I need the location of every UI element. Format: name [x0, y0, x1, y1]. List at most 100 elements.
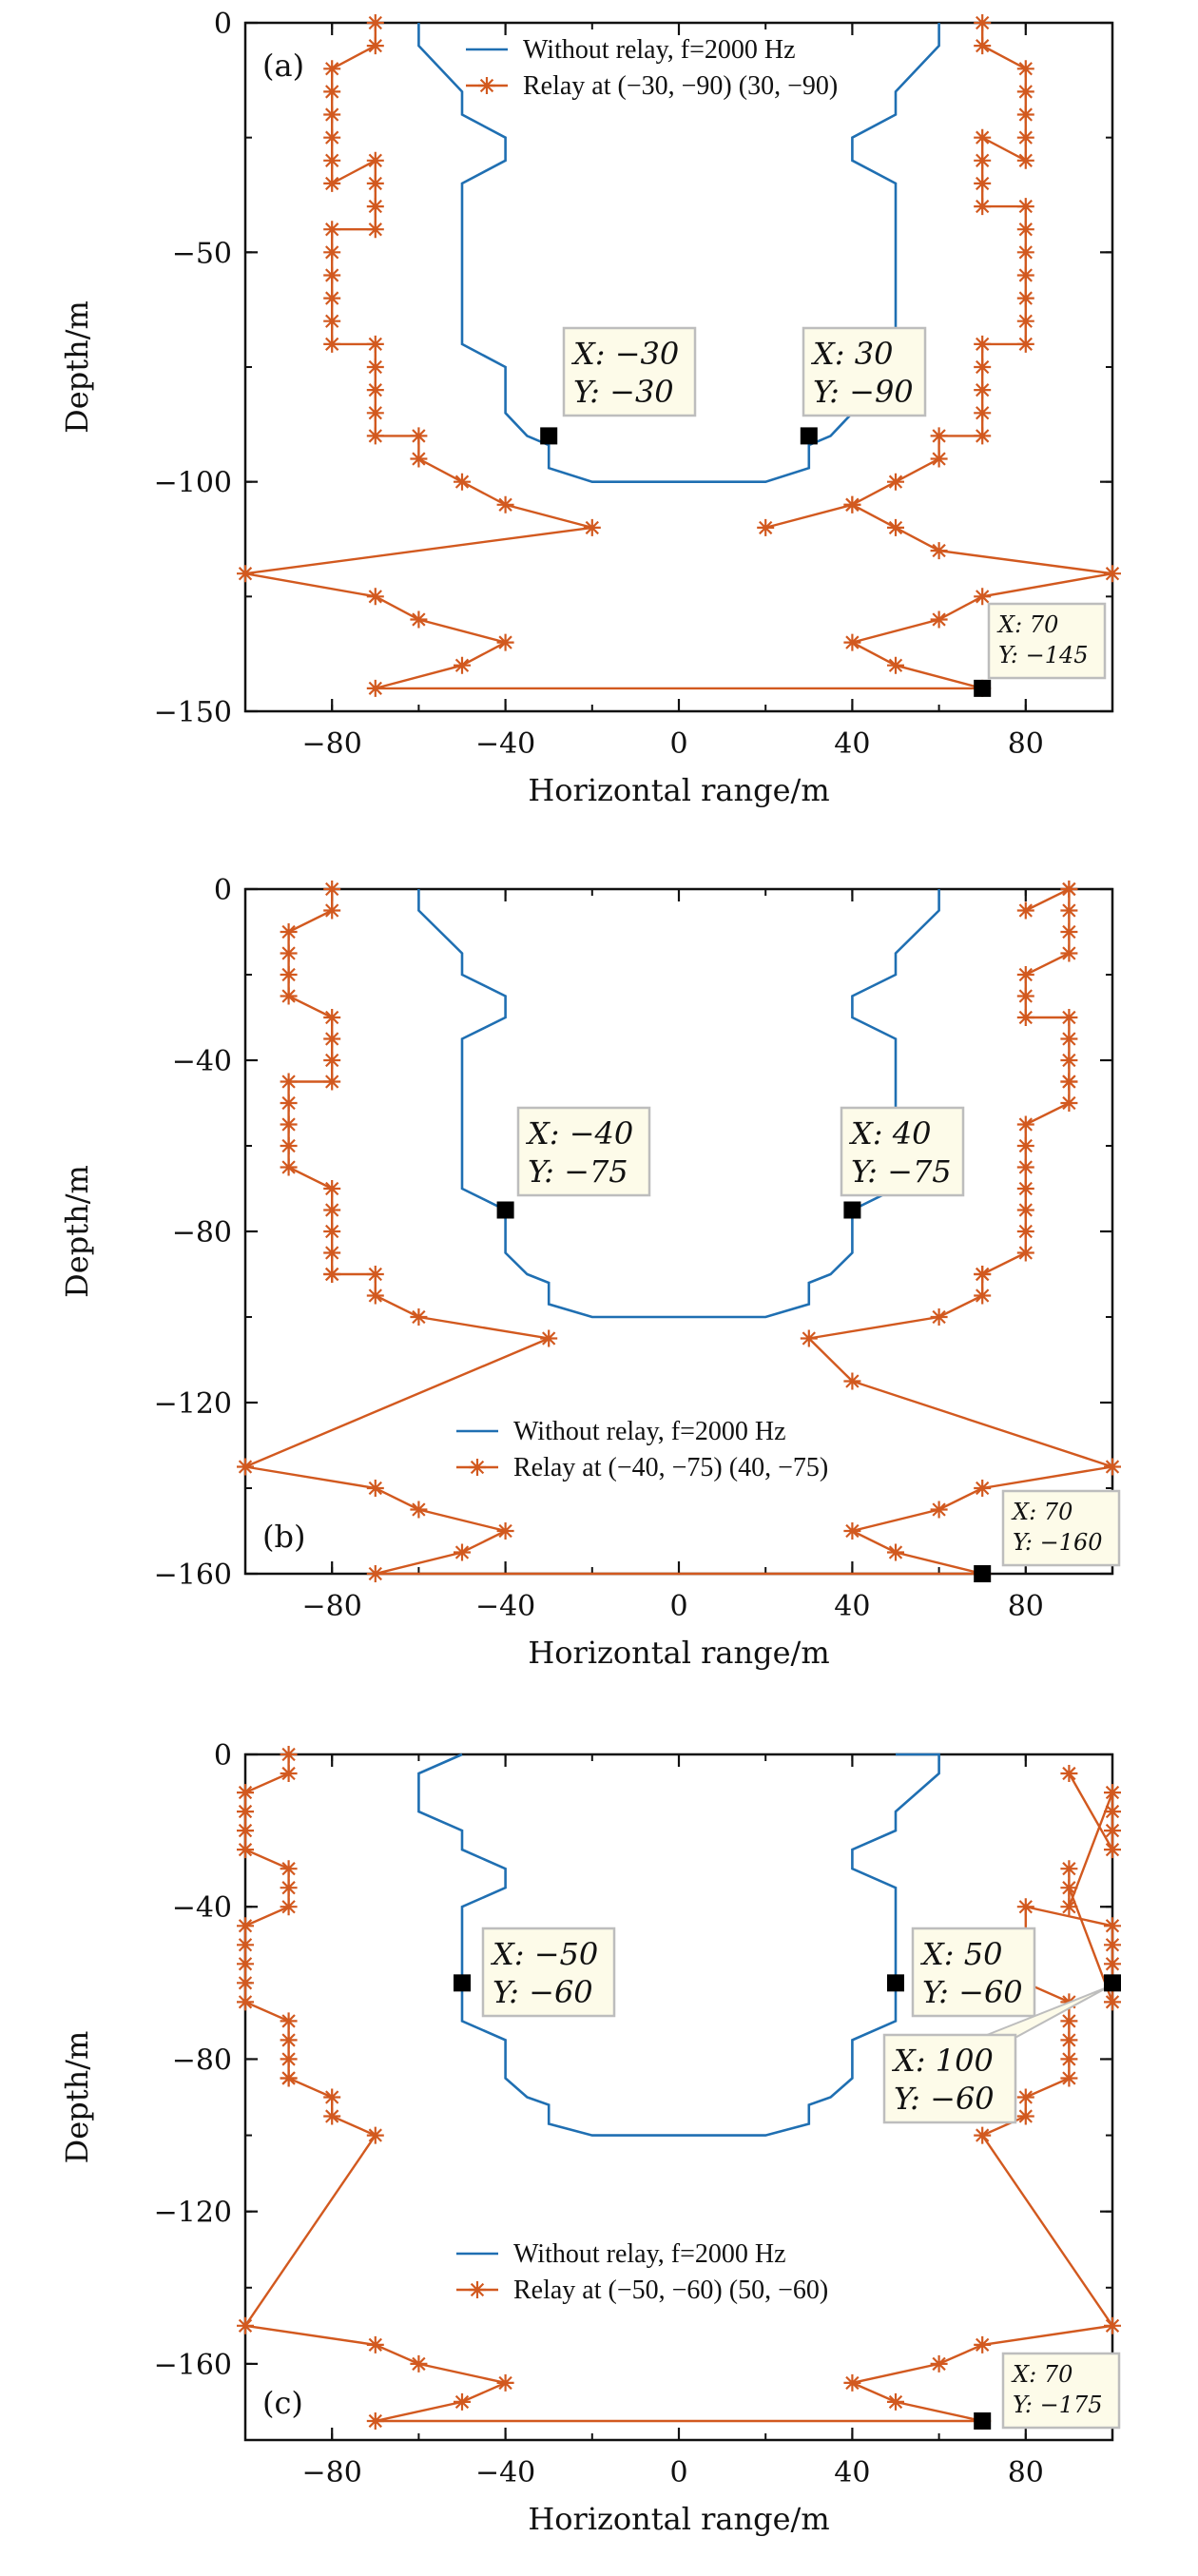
series-point-relay	[366, 198, 384, 216]
y-axis-label: Depth/m	[59, 1165, 95, 1298]
legend-entry-without-relay: Without relay, f=2000 Hz	[513, 1417, 786, 1446]
series-point-relay	[237, 1974, 254, 1992]
series-point-relay	[1060, 901, 1078, 920]
series-point-relay	[1016, 198, 1034, 216]
series-point-relay	[323, 1030, 341, 1048]
x-axis-label: Horizontal range/m	[528, 2501, 829, 2537]
series-point-relay	[454, 473, 471, 491]
series-point-relay	[454, 1543, 471, 1561]
series-point-relay	[974, 1480, 992, 1497]
series-point-relay	[1104, 1822, 1121, 1840]
datatip-x-value: X: 100	[891, 2043, 994, 2079]
datatip-marker	[1104, 1974, 1121, 1992]
series-point-relay	[1060, 944, 1078, 962]
series-point-relay	[280, 2012, 298, 2030]
series-point-relay	[1016, 128, 1034, 146]
legend: Without relay, f=2000 Hz Relay at (−50, −…	[456, 2239, 828, 2305]
x-tick-label: 80	[1008, 727, 1044, 761]
series-point-relay	[974, 2335, 992, 2353]
datatip: X: −50Y: −60	[454, 1927, 616, 2018]
series-point-relay	[323, 335, 341, 353]
series-point-relay	[1016, 1137, 1034, 1154]
series-point-relay	[1016, 1115, 1034, 1133]
series-point-relay	[280, 1898, 298, 1916]
datatip-marker	[454, 1974, 471, 1992]
datatip-box	[987, 602, 1107, 680]
y-axis-label: Depth/m	[59, 2031, 95, 2164]
series-point-relay	[366, 174, 384, 192]
series-point-relay	[1060, 881, 1078, 898]
legend-entry-relay: Relay at (−30, −90) (30, −90)	[523, 71, 838, 101]
series-point-relay	[757, 518, 775, 536]
series-point-relay	[237, 1458, 254, 1476]
series-point-relay	[366, 1480, 384, 1497]
x-tick-label: 80	[1008, 2456, 1044, 2489]
series-point-relay	[323, 1073, 341, 1091]
series-point-relay	[410, 1308, 428, 1326]
series-point-relay	[1016, 312, 1034, 330]
y-tick-label: −100	[154, 467, 232, 500]
y-tick-label: −40	[172, 1045, 232, 1078]
series-point-relay	[323, 289, 341, 307]
y-tick-label: −40	[172, 1891, 232, 1925]
y-tick-label: −150	[154, 696, 232, 729]
y-tick-label: −50	[172, 237, 232, 270]
series-point-relay	[843, 1522, 861, 1540]
datatip-box	[562, 326, 697, 417]
series-point-relay	[496, 633, 514, 651]
series-point-relay	[1104, 1993, 1121, 2011]
x-tick-label: 0	[669, 1590, 687, 1623]
y-tick-label: −160	[154, 2349, 232, 2382]
series-point-relay	[1016, 289, 1034, 307]
series-point-relay	[366, 679, 384, 697]
datatip-x-value: X: 70	[1011, 1499, 1072, 1525]
series-point-relay	[1016, 966, 1034, 983]
legend-entry-without-relay: Without relay, f=2000 Hz	[523, 35, 796, 65]
chart-panel-3: −80 −40 0 40 80 0 −40 −80 −120 −160 Horizontal ran…	[59, 1739, 1121, 2537]
datatip: X: 70 Y: −145	[974, 602, 1107, 697]
series-point-relay	[323, 174, 341, 192]
datatip-box	[882, 2033, 1017, 2124]
series-point-relay	[1060, 2050, 1078, 2068]
series-point-relay	[366, 151, 384, 169]
x-tick-label: −80	[302, 1590, 362, 1623]
series-point-relay	[280, 1765, 298, 1782]
datatip: X: 40Y: −75	[840, 1106, 965, 1219]
datatip-y-value: Y: −60	[894, 2081, 995, 2117]
series-point-relay	[1060, 2031, 1078, 2049]
legend-swatch-relay-marker	[478, 77, 495, 94]
y-axis-label: Depth/m	[59, 300, 95, 434]
chart-panel-1: −80 −40 0 40 80 0 −50 −100 −150 Horizontal range/…	[59, 8, 1121, 808]
series-point-relay	[323, 2088, 341, 2106]
series-point-relay	[1104, 1936, 1121, 1954]
series-point-relay	[323, 60, 341, 78]
series-point-relay	[410, 427, 428, 445]
datatip-y-value: Y: −145	[998, 642, 1089, 668]
panel-label: (c)	[262, 2385, 303, 2421]
datatip-box	[911, 1927, 1036, 2018]
legend: Without relay, f=2000 Hz Relay at (−30, −…	[466, 35, 838, 101]
chart-panel-2: −80 −40 0 40 80 0 −40 −80 −120 −160 Horizontal ran…	[59, 874, 1121, 1671]
series-point-relay	[1016, 151, 1034, 169]
series-point-relay	[1060, 1860, 1078, 1878]
series-point-relay	[280, 2050, 298, 2068]
datatip-box	[516, 1106, 651, 1197]
series-point-relay	[323, 151, 341, 169]
series-point-relay	[323, 901, 341, 920]
series-point-relay	[1016, 901, 1034, 920]
series-point-relay	[974, 404, 992, 422]
datatip-marker	[974, 679, 992, 697]
series-point-relay	[1016, 2107, 1034, 2125]
series-point-relay	[366, 2412, 384, 2430]
series-point-relay	[237, 1803, 254, 1821]
series-point-relay	[1016, 1898, 1034, 1916]
series-point-relay	[280, 987, 298, 1005]
series-point-relay	[237, 565, 254, 583]
series-point-relay	[237, 1784, 254, 1802]
series-point-relay	[410, 2354, 428, 2373]
series-point-relay	[1060, 2012, 1078, 2030]
series-point-relay	[280, 1746, 298, 1763]
datatip-box	[481, 1927, 616, 2018]
datatip-y-value: Y: −60	[922, 1974, 1023, 2010]
series-point-relay	[454, 2392, 471, 2411]
